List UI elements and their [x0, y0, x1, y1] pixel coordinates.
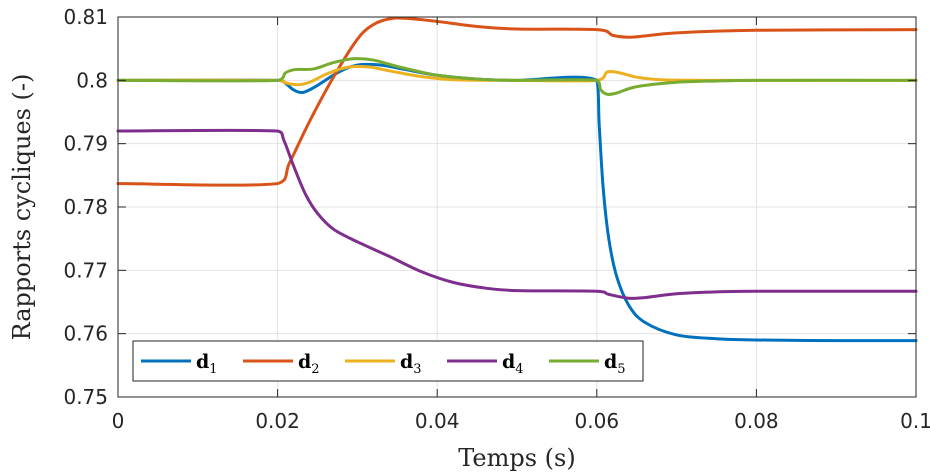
x-tick-label: 0.04 [415, 409, 460, 433]
legend-label-d2: d2 [298, 351, 320, 377]
legend-label-d5: d5 [604, 351, 626, 377]
series-line-d3 [116, 64, 918, 87]
y-tick-label: 0.75 [63, 385, 108, 409]
legend-label-d4: d4 [502, 351, 524, 377]
y-tick-label: 0.81 [63, 5, 108, 29]
x-tick-label: 0.02 [255, 409, 300, 433]
y-tick-label: 0.8 [76, 68, 108, 92]
y-axis-label: Rapports cycliques (-) [8, 74, 36, 341]
series-line-d5 [116, 57, 918, 96]
x-tick-label: 0.1 [900, 409, 930, 433]
y-tick-label: 0.77 [63, 258, 108, 282]
axis-ticks: 0 0.02 0.04 0.06 0.08 0.1 0.75 0.76 0.77 0.78 0.79… [63, 5, 930, 433]
x-tick-label: 0.06 [575, 409, 620, 433]
legend: d1 d2 d3 d4 d5 [132, 340, 644, 382]
x-tick-label: 0.08 [734, 409, 779, 433]
y-tick-label: 0.78 [63, 195, 108, 219]
legend-label-d1: d1 [196, 351, 218, 377]
y-tick-label: 0.76 [63, 322, 108, 346]
y-tick-label: 0.79 [63, 132, 108, 156]
series-line-d4 [116, 128, 918, 300]
x-axis-label: Temps (s) [458, 444, 575, 472]
legend-label-d3: d3 [400, 351, 422, 377]
x-tick-label: 0 [112, 409, 125, 433]
